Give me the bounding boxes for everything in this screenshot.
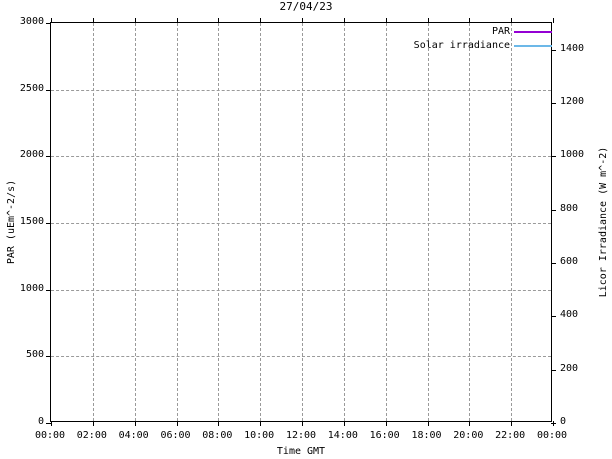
- data-series-layer: [51, 23, 551, 421]
- y-axis-right-tick-label: 1000: [560, 149, 585, 161]
- y-axis-right-tick: [551, 49, 556, 51]
- y-axis-left-title: PAR (uEm^-2/s): [6, 179, 17, 265]
- y-axis-right-tick-label: 1200: [560, 96, 585, 107]
- y-axis-right-tick-label: 200: [560, 362, 579, 374]
- y-axis-left-tick: [46, 23, 51, 24]
- y-axis-left-tick-label: 500: [25, 349, 44, 361]
- gridline-vertical: [302, 23, 303, 421]
- gridline-vertical: [176, 23, 178, 421]
- gridline-vertical: [218, 23, 220, 421]
- chart-title: 27/04/23: [279, 0, 333, 13]
- x-axis-tick: [260, 18, 262, 23]
- y-axis-right-tick-label: 1400: [560, 42, 585, 54]
- gridline-horizontal: [51, 223, 551, 224]
- gridline-vertical: [427, 23, 429, 421]
- x-axis-tick: [385, 18, 387, 23]
- gridline-horizontal: [51, 356, 551, 358]
- gridline-vertical: [134, 23, 136, 421]
- y-axis-left-tick: [46, 289, 51, 291]
- x-axis-tick: [302, 421, 303, 426]
- y-axis-left-tick: [46, 156, 51, 158]
- x-axis-tick: [176, 18, 178, 23]
- x-axis-tick: [553, 18, 554, 23]
- gridline-vertical: [92, 23, 94, 421]
- gridline-vertical: [511, 23, 513, 421]
- x-axis-tick: [51, 18, 52, 23]
- x-axis-tick-label: 16:00: [369, 430, 400, 441]
- gridlines: [51, 23, 551, 421]
- x-axis-tick: [511, 421, 513, 426]
- x-axis-tick-label: 06:00: [160, 430, 191, 441]
- x-axis-tick: [218, 421, 220, 426]
- x-axis-tick: [469, 421, 471, 426]
- x-axis-title: Time GMT: [276, 446, 326, 457]
- y-axis-left-tick: [46, 223, 51, 224]
- y-axis-right-tick: [551, 369, 556, 371]
- y-axis-left-tick: [46, 423, 51, 424]
- x-axis-tick: [92, 18, 94, 23]
- y-axis-left-tick: [46, 356, 51, 358]
- x-axis-tick-label: 04:00: [118, 430, 149, 441]
- legend-item-label: PAR: [491, 26, 510, 37]
- gridline-horizontal: [51, 89, 551, 91]
- x-axis-tick: [511, 18, 513, 23]
- chart-legend: PAR Solar irradiance: [380, 26, 552, 54]
- gridline-horizontal: [51, 156, 551, 158]
- legend-color-swatch: [514, 31, 552, 33]
- x-axis-tick: [134, 421, 136, 426]
- y-axis-right-tick: [551, 263, 556, 264]
- x-axis-tick: [92, 421, 94, 426]
- x-axis-tick: [176, 421, 178, 426]
- x-axis-tick: [302, 18, 303, 23]
- x-axis-tick-label: 00:00: [536, 430, 568, 441]
- x-axis-tick: [343, 421, 345, 426]
- y-axis-right-tick: [551, 316, 556, 318]
- x-axis-tick: [51, 421, 52, 426]
- x-axis-tick-label: 20:00: [453, 430, 484, 441]
- x-axis-tick: [134, 18, 136, 23]
- y-axis-left-tick-label: 1000: [19, 282, 44, 294]
- gridline-vertical: [385, 23, 387, 421]
- y-axis-right-tick-label: 800: [560, 202, 579, 214]
- x-axis-tick-label: 00:00: [34, 430, 66, 441]
- x-axis-tick-label: 18:00: [411, 430, 442, 441]
- y-axis-right-tick: [551, 156, 556, 158]
- x-axis-tick: [260, 421, 262, 426]
- y-axis-right-tick: [551, 103, 556, 104]
- gridline-vertical: [469, 23, 471, 421]
- y-axis-right-tick: [551, 209, 556, 211]
- y-axis-left-tick-label: 1500: [19, 216, 44, 227]
- x-axis-tick-label: 22:00: [495, 430, 526, 441]
- y-axis-right-title: Licor Irradiance (W m^-2): [598, 146, 609, 298]
- legend-color-swatch: [514, 45, 552, 47]
- gridline-vertical: [260, 23, 262, 421]
- x-axis-tick: [385, 421, 387, 426]
- x-axis-tick-label: 14:00: [327, 430, 358, 441]
- y-axis-right-tick: [551, 423, 556, 424]
- x-axis-tick: [469, 18, 471, 23]
- y-axis-left-tick-label: 3000: [19, 16, 44, 27]
- y-axis-left-tick-label: 0: [37, 416, 44, 427]
- x-axis-tick: [218, 18, 220, 23]
- x-axis-tick-label: 02:00: [76, 430, 107, 441]
- y-axis-left-tick: [46, 89, 51, 91]
- y-axis-right-tick-label: 600: [560, 256, 579, 267]
- legend-item-label: Solar irradiance: [413, 40, 510, 51]
- x-axis-tick: [343, 18, 345, 23]
- x-axis-tick-label: 08:00: [202, 430, 233, 441]
- x-axis-tick-label: 10:00: [244, 430, 275, 441]
- x-axis-tick-label: 12:00: [285, 430, 317, 441]
- gridline-horizontal: [51, 289, 551, 291]
- y-axis-right-tick-label: 0: [560, 416, 567, 427]
- y-axis-left-tick-label: 2500: [19, 82, 44, 94]
- x-axis-tick: [427, 18, 429, 23]
- y-axis-left-tick-label: 2000: [19, 149, 44, 161]
- x-axis-tick: [427, 421, 429, 426]
- gridline-vertical: [343, 23, 345, 421]
- plot-area: [46, 18, 556, 426]
- y-axis-right-tick-label: 400: [560, 309, 579, 321]
